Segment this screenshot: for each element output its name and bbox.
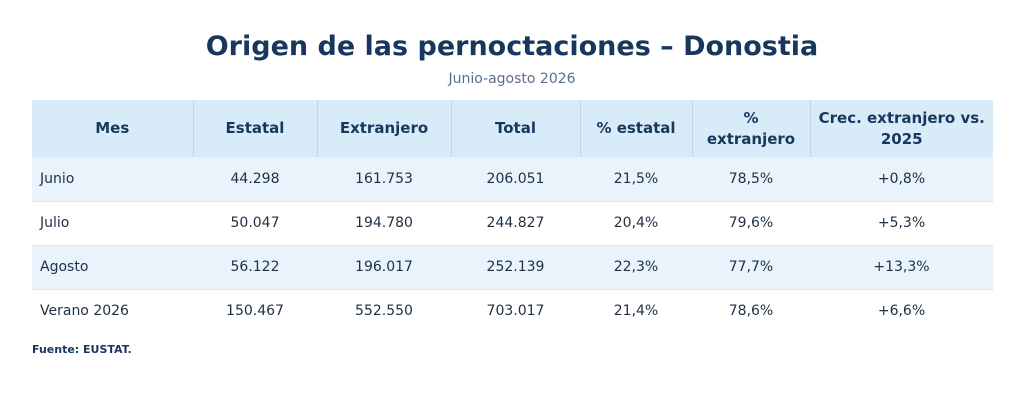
table-cell: +6,6% (810, 289, 993, 333)
table-header-row: Mes Estatal Extranjero Total% estatal% extr… (32, 100, 993, 157)
table-row: Agosto 56.122 196.017 252.139 22,3% 77,7% +13,… (32, 245, 993, 290)
table-cell: 78,6% (692, 289, 810, 333)
source-note: Fuente: EUSTAT. (32, 343, 132, 356)
table-row: Julio 50.047 194.780 244.827 20,4% 79,6% +5,3% (32, 201, 993, 246)
table-cell: 21,5% (580, 157, 692, 202)
table-cell: 79,6% (692, 201, 810, 246)
table-row: Verano 2026 150.467 552.550 703.017 21,4% 78,… (32, 289, 993, 333)
table-body: Junio 44.298 161.753 206.051 21,5% 78,5% +0,8%… (32, 157, 993, 333)
table-cell: 206.051 (451, 157, 580, 202)
table-cell: 194.780 (317, 201, 451, 246)
table-cell: 21,4% (580, 289, 692, 333)
table-cell: 244.827 (451, 201, 580, 246)
column-header: Extranjero (317, 100, 452, 157)
column-header: Mes (32, 100, 194, 157)
table-cell: 252.139 (451, 245, 580, 290)
table-cell: 196.017 (317, 245, 451, 290)
table-cell: 56.122 (193, 245, 317, 290)
table-cell: 44.298 (193, 157, 317, 202)
column-header: Crec. extranjero vs. 2025 (810, 100, 993, 157)
table-cell: 78,5% (692, 157, 810, 202)
data-table: Mes Estatal Extranjero Total% estatal% extr… (32, 100, 993, 333)
table-cell: 150.467 (193, 289, 317, 333)
table-cell: Junio (32, 157, 193, 202)
table-cell: 552.550 (317, 289, 451, 333)
table-cell: +5,3% (810, 201, 993, 246)
table-cell: Verano 2026 (32, 289, 193, 333)
table-cell: Julio (32, 201, 193, 246)
table-cell: Agosto (32, 245, 193, 290)
table-cell: +0,8% (810, 157, 993, 202)
table-cell: 77,7% (692, 245, 810, 290)
column-header: % extranjero (692, 100, 811, 157)
column-header: Estatal (193, 100, 318, 157)
table-cell: 22,3% (580, 245, 692, 290)
table-row: Junio 44.298 161.753 206.051 21,5% 78,5% +0,8% (32, 157, 993, 202)
table-cell: +13,3% (810, 245, 993, 290)
table-cell: 161.753 (317, 157, 451, 202)
chart-title: Origen de las pernoctaciones – Donostia (205, 31, 819, 62)
table-cell: 703.017 (451, 289, 580, 333)
column-header: % estatal (580, 100, 693, 157)
table-cell: 20,4% (580, 201, 692, 246)
column-header: Total (451, 100, 581, 157)
table-cell: 50.047 (193, 201, 317, 246)
chart-subtitle: Junio-agosto 2026 (448, 71, 576, 87)
